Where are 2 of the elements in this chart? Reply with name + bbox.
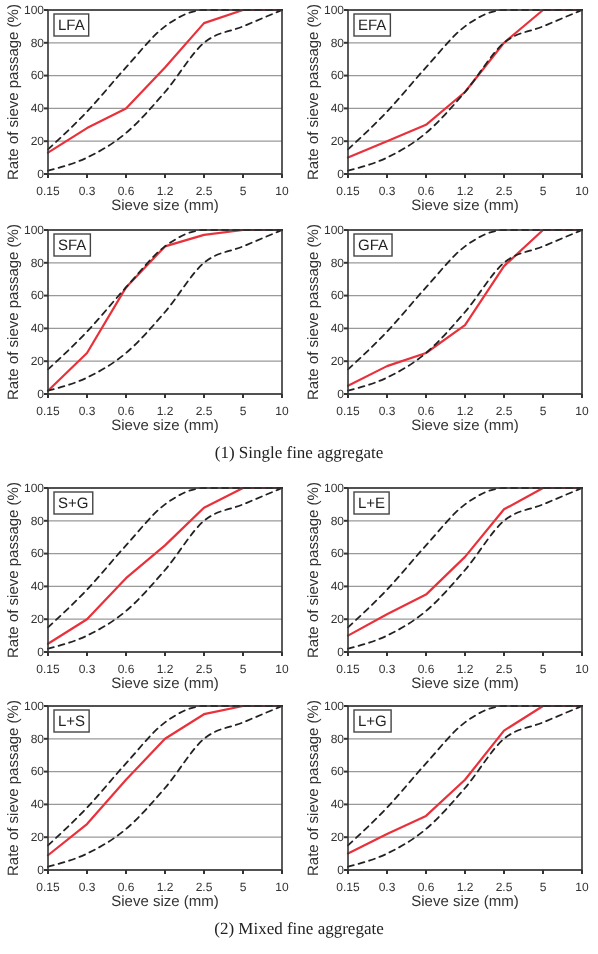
text: (1) Single fine aggregate: [214, 442, 384, 462]
text: (2) Mixed fine aggregate: [214, 918, 385, 938]
